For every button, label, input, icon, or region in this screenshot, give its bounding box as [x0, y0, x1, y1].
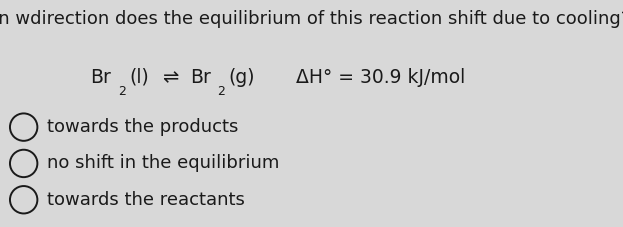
Text: Br: Br	[190, 68, 211, 87]
Text: towards the reactants: towards the reactants	[47, 191, 245, 209]
Text: In wdirection does the equilibrium of this reaction shift due to cooling?: In wdirection does the equilibrium of th…	[0, 10, 623, 28]
Text: no shift in the equilibrium: no shift in the equilibrium	[47, 154, 279, 173]
Text: Br: Br	[90, 68, 112, 87]
Text: ⇌: ⇌	[162, 68, 178, 87]
Text: (g): (g)	[229, 68, 255, 87]
Text: (l): (l)	[129, 68, 149, 87]
Text: 2: 2	[118, 85, 126, 98]
Text: ΔH° = 30.9 kJ/mol: ΔH° = 30.9 kJ/mol	[296, 68, 465, 87]
Text: 2: 2	[217, 85, 226, 98]
Text: towards the products: towards the products	[47, 118, 238, 136]
